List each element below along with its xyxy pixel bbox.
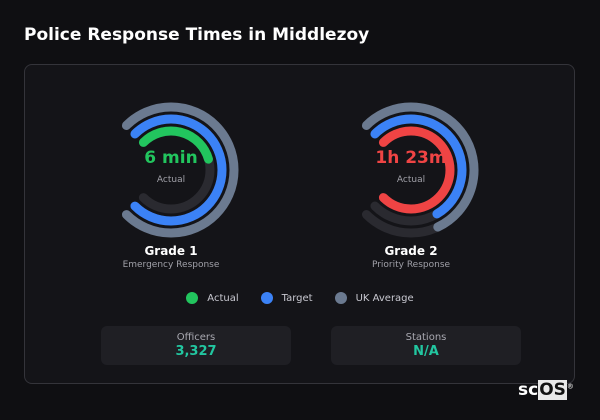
grade-2-value: 1h 23m: [375, 148, 447, 168]
stations-stat: Stations N/A: [331, 326, 521, 365]
grade-2-name: Grade 2: [384, 244, 438, 258]
actual-arc: [378, 126, 455, 214]
officers-stat: Officers 3,327: [101, 326, 291, 365]
officers-label: Officers: [176, 332, 216, 343]
logo-boxed-text: OS: [538, 380, 567, 400]
stations-value: N/A: [413, 344, 439, 359]
uk-average-arc: [361, 102, 479, 232]
legend-label: UK Average: [355, 292, 414, 304]
grade-1-gauge: 6 min Actual: [101, 100, 241, 240]
grade-1-description: Emergency Response: [122, 260, 220, 270]
legend-target: Target: [260, 292, 313, 304]
target-arc: [130, 114, 227, 226]
grade-2-label: Grade 2 Priority Response: [311, 244, 511, 270]
legend: Actual Target UK Average: [0, 292, 600, 304]
legend-actual: Actual: [186, 292, 239, 304]
page-title: Police Response Times in Middlezoy: [24, 25, 370, 45]
grade-1-rings: [121, 102, 239, 238]
uk-average-dot-icon: [334, 292, 347, 304]
grade-2-gauge: 1h 23m Actual: [341, 100, 481, 240]
target-arc: [370, 114, 467, 219]
grade-2-rings: [361, 102, 479, 238]
legend-label: Actual: [207, 292, 239, 304]
grade-1-label: Grade 1 Emergency Response: [71, 244, 271, 270]
logo-text: sc: [518, 380, 539, 400]
scos-logo: scOS®: [518, 380, 574, 400]
officers-value: 3,327: [175, 344, 217, 359]
legend-uk-average: UK Average: [334, 292, 414, 304]
stations-label: Stations: [405, 332, 447, 343]
grade-1-value-label: Actual: [156, 175, 186, 185]
legend-label: Target: [281, 292, 313, 304]
target-dot-icon: [260, 292, 273, 304]
uk-average-arc: [121, 102, 239, 238]
actual-arc: [138, 126, 213, 164]
grade-1-name: Grade 1: [144, 244, 198, 258]
actual-dot-icon: [186, 292, 199, 304]
grade-2-description: Priority Response: [371, 260, 451, 270]
registered-mark: ®: [566, 382, 574, 391]
grade-1-value: 6 min: [144, 148, 198, 168]
grade-2-value-label: Actual: [396, 175, 426, 185]
